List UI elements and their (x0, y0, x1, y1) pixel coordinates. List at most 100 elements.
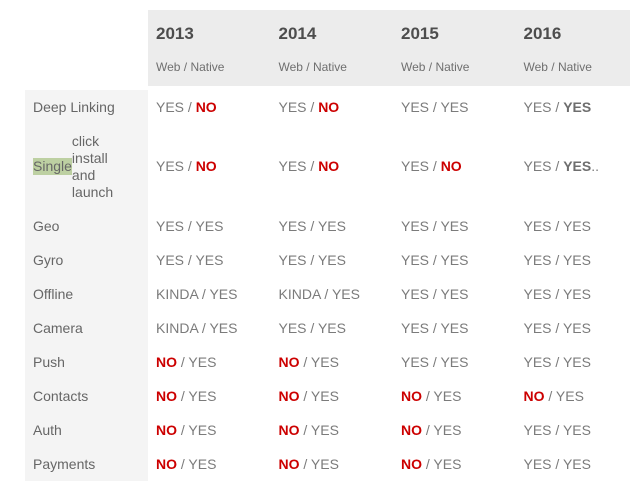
value-cell: NO / YES (393, 413, 516, 447)
native-value: YES (440, 252, 468, 268)
native-value: NO (196, 99, 217, 115)
native-value: YES (311, 422, 339, 438)
web-value: YES (401, 286, 429, 302)
web-value: NO (279, 422, 300, 438)
year-label: 2016 (524, 24, 630, 44)
value-separator: / (552, 218, 563, 234)
value-cell: YES / NO (148, 150, 271, 184)
value-separator: / (429, 158, 441, 174)
web-native-subtitle: Web / Native (524, 61, 630, 74)
native-value: YES (563, 320, 591, 336)
native-value: YES (195, 218, 223, 234)
value-separator: / (307, 320, 318, 336)
value-separator: / (552, 320, 563, 336)
web-value: KINDA (156, 286, 198, 302)
row-label-cell: Deep Linking (25, 90, 148, 124)
value-separator: / (300, 456, 311, 472)
value-separator: / (184, 218, 195, 234)
native-value: YES (563, 252, 591, 268)
value-cell: KINDA / YES (271, 277, 394, 311)
value-cell: YES / YES (393, 243, 516, 277)
web-value: YES (279, 218, 307, 234)
native-value: YES (563, 286, 591, 302)
value-separator: / (429, 99, 440, 115)
value-cell: YES / YES (393, 90, 516, 124)
value-separator: / (552, 158, 564, 174)
row-label-cell: Camera (25, 311, 148, 345)
value-cell: NO / YES (148, 379, 271, 413)
value-cell: YES / YES (516, 243, 630, 277)
row-label-cell: Push (25, 345, 148, 379)
value-separator: / (177, 422, 188, 438)
value-cell: NO / YES (271, 345, 394, 379)
web-value: YES (279, 320, 307, 336)
native-value: YES (563, 456, 591, 472)
web-value: KINDA (156, 320, 198, 336)
row-label-cell: Payments (25, 447, 148, 481)
native-value: YES (563, 422, 591, 438)
value-cell: YES / YES (516, 277, 630, 311)
native-value: YES (188, 354, 216, 370)
native-value: YES (440, 286, 468, 302)
web-value: NO (401, 388, 422, 404)
value-cell: YES / NO (271, 150, 394, 184)
native-value: YES (195, 252, 223, 268)
native-value: YES (318, 252, 346, 268)
value-cell: NO / YES (516, 379, 630, 413)
web-value: YES (401, 320, 429, 336)
web-value: YES (401, 158, 429, 174)
value-cell: YES / YES (271, 209, 394, 243)
value-cell: YES / YES (516, 209, 630, 243)
web-value: NO (279, 354, 300, 370)
native-value: YES (318, 218, 346, 234)
value-cell: NO / YES (271, 379, 394, 413)
native-value: YES (440, 99, 468, 115)
web-value: YES (401, 218, 429, 234)
value-cell: YES / YES (393, 345, 516, 379)
value-separator: / (307, 158, 319, 174)
value-separator: / (552, 422, 563, 438)
web-value: YES (524, 158, 552, 174)
value-cell: YES / YES (516, 90, 630, 124)
value-separator: / (184, 252, 195, 268)
value-separator: / (422, 388, 433, 404)
value-separator: / (177, 456, 188, 472)
native-value: YES (188, 422, 216, 438)
year-label: 2015 (401, 24, 508, 44)
web-value: NO (156, 354, 177, 370)
value-cell: YES / YES (393, 311, 516, 345)
value-cell: YES / YES (516, 311, 630, 345)
value-separator: / (300, 354, 311, 370)
native-value: YES (563, 218, 591, 234)
row-label-cell: Geo (25, 209, 148, 243)
value-cell: YES / NO (148, 90, 271, 124)
row-label-cell: Single click install and launch (25, 124, 148, 209)
web-value: NO (279, 388, 300, 404)
value-separator: / (552, 252, 563, 268)
value-cell: NO / YES (393, 379, 516, 413)
value-separator: / (300, 422, 311, 438)
web-value: YES (156, 99, 184, 115)
row-label-cell: Offline (25, 277, 148, 311)
value-separator: / (422, 456, 433, 472)
web-value: YES (279, 252, 307, 268)
web-value: YES (524, 99, 552, 115)
native-value: YES (188, 456, 216, 472)
value-separator: / (552, 99, 564, 115)
web-value: YES (401, 252, 429, 268)
web-value: YES (524, 422, 552, 438)
web-value: YES (156, 252, 184, 268)
search-highlight: Single (33, 158, 72, 175)
web-native-subtitle: Web / Native (279, 61, 386, 74)
native-value: YES (440, 320, 468, 336)
